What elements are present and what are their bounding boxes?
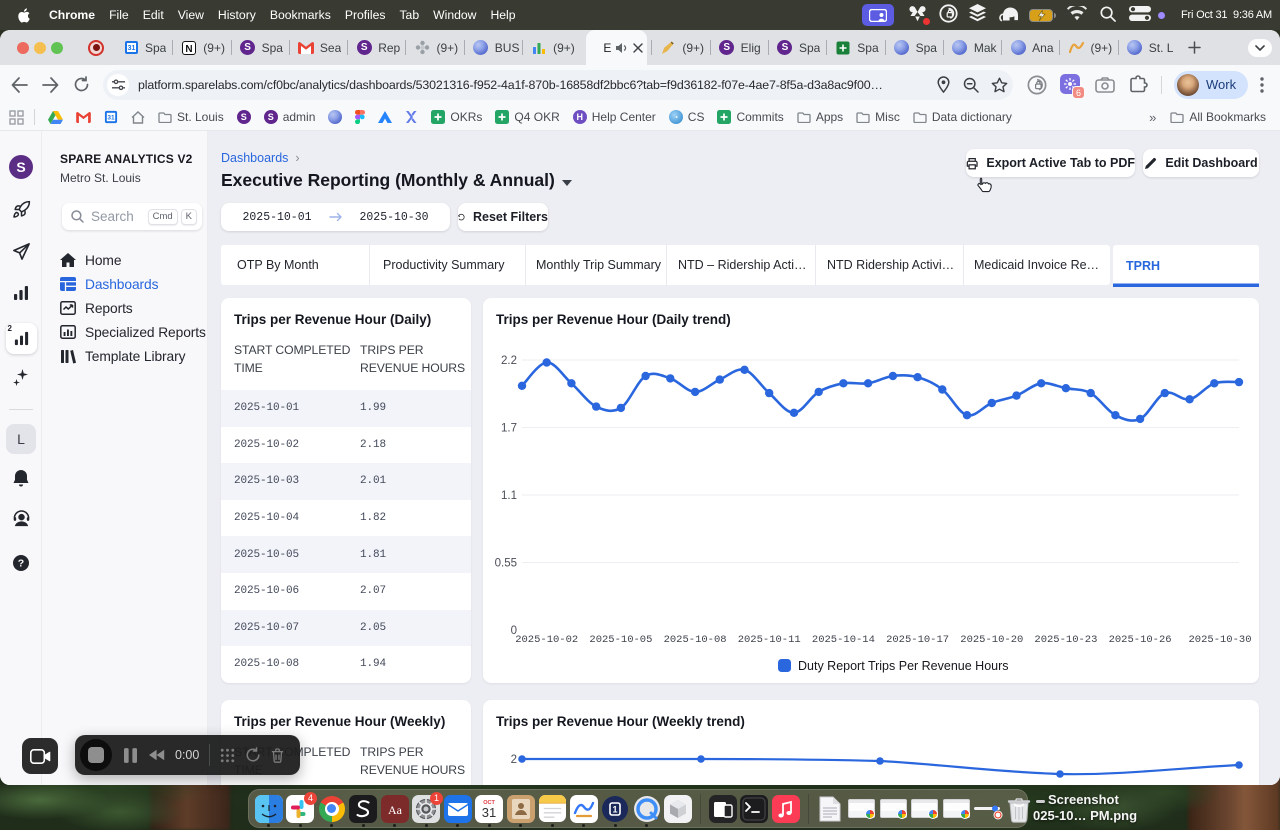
- svg-text:1: 1: [613, 804, 618, 814]
- svg-text:2025-10-11: 2025-10-11: [738, 634, 801, 646]
- svg-text:0.55: 0.55: [495, 558, 517, 570]
- svg-text:2025-10-05: 2025-10-05: [589, 634, 652, 646]
- svg-text:2: 2: [511, 754, 517, 766]
- svg-text:?: ?: [18, 558, 24, 570]
- svg-text:N: N: [186, 44, 193, 55]
- svg-text:2025-10-14: 2025-10-14: [812, 634, 875, 646]
- svg-text:2025-10-02: 2025-10-02: [515, 634, 578, 646]
- svg-text:2025-10-30: 2025-10-30: [1188, 634, 1251, 646]
- svg-text:31: 31: [127, 45, 135, 52]
- svg-text:2025-10-26: 2025-10-26: [1109, 634, 1172, 646]
- svg-text:OCT: OCT: [483, 800, 495, 806]
- svg-text:2025-10-08: 2025-10-08: [664, 634, 727, 646]
- svg-text:Aa: Aa: [388, 803, 403, 817]
- svg-text:1.7: 1.7: [501, 423, 517, 435]
- svg-text:2.2: 2.2: [501, 355, 517, 367]
- svg-text:31: 31: [107, 114, 115, 121]
- svg-text:Duty Report Trips Per Revenue: Duty Report Trips Per Revenue Hours: [798, 659, 1009, 673]
- svg-text:31: 31: [482, 805, 496, 820]
- svg-text:2025-10-20: 2025-10-20: [960, 634, 1023, 646]
- svg-text:2025-10-17: 2025-10-17: [886, 634, 949, 646]
- svg-text:2025-10-23: 2025-10-23: [1034, 634, 1097, 646]
- svg-text:0: 0: [511, 625, 517, 637]
- svg-text:1.1: 1.1: [501, 490, 517, 502]
